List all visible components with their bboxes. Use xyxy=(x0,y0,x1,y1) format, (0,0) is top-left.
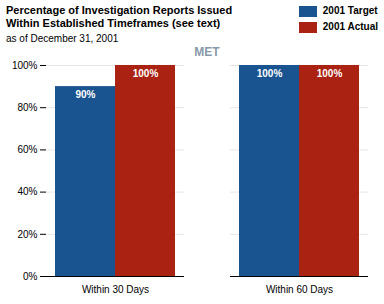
html-text:Percentage of Investigation Re: Percentage of Investigation Reports Issu… xyxy=(6,4,233,16)
svg-text:Within 60 Days: Within 60 Days xyxy=(266,284,333,295)
html-text:Within Established Timeframes: Within Established Timeframes (see text) xyxy=(6,17,221,29)
svg-text:100%: 100% xyxy=(12,60,38,71)
html-text:2001 Target: 2001 Target xyxy=(322,5,378,16)
svg-text:100%: 100% xyxy=(257,68,283,79)
svg-text:0%: 0% xyxy=(23,271,38,282)
svg-text:60%: 60% xyxy=(17,144,37,155)
svg-text:100%: 100% xyxy=(133,68,159,79)
svg-text:40%: 40% xyxy=(17,186,37,197)
html-text:as of December 31, 2001: as of December 31, 2001 xyxy=(6,33,119,44)
svg-text:20%: 20% xyxy=(17,229,37,240)
svg-text:90%: 90% xyxy=(75,89,95,100)
svg-text:Within 30 Days: Within 30 Days xyxy=(82,284,149,295)
html-text:MET: MET xyxy=(194,45,220,59)
svg-text:80%: 80% xyxy=(17,102,37,113)
html-text:2001 Actual: 2001 Actual xyxy=(322,21,378,32)
svg-text:100%: 100% xyxy=(317,68,343,79)
